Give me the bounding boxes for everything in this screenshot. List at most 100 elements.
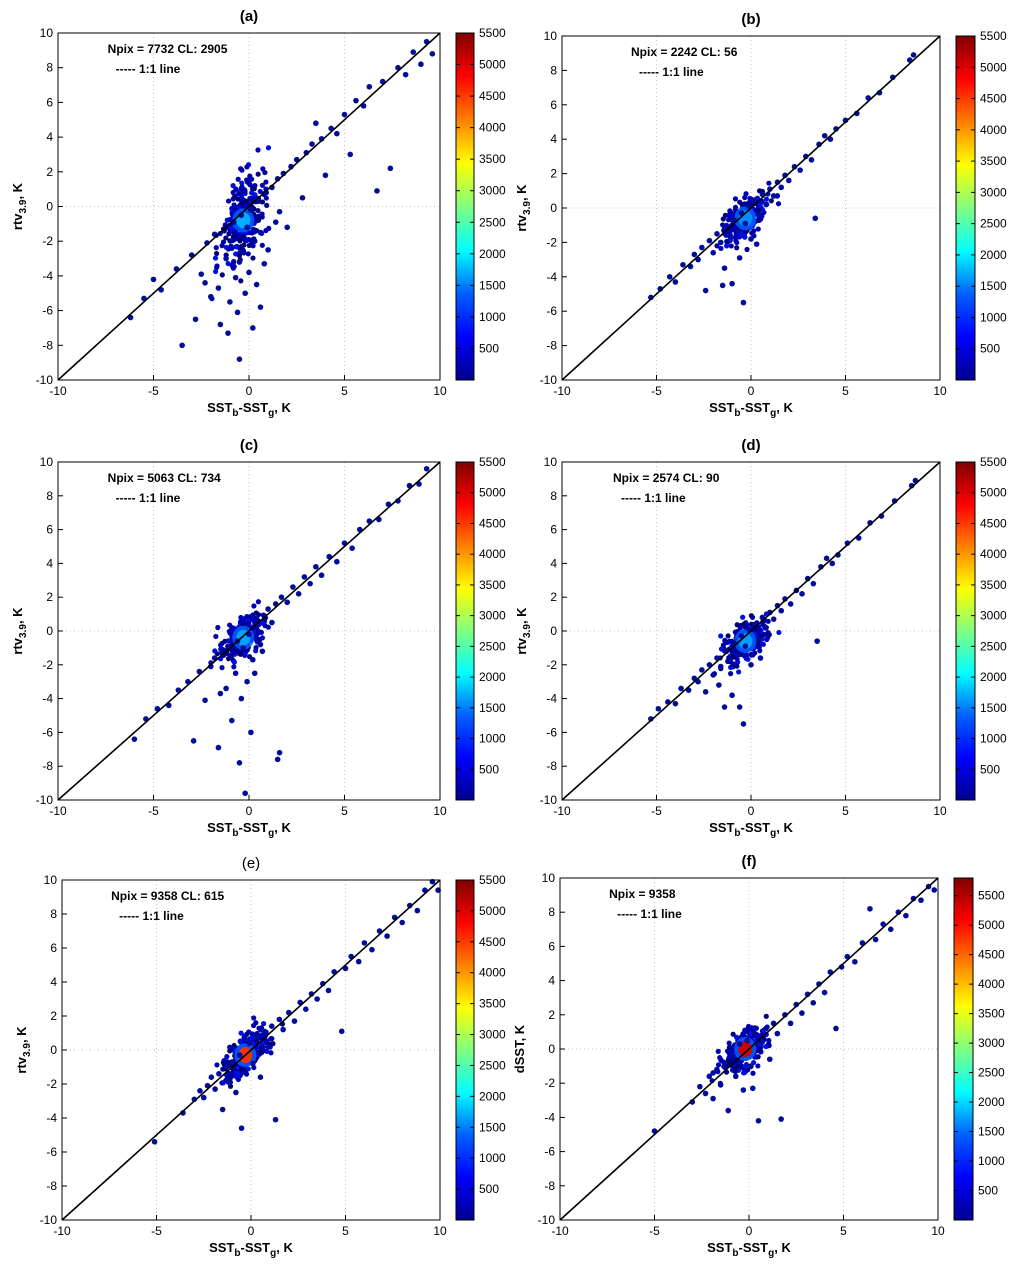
data-point [778,184,785,191]
y-tick-label: 6 [46,95,53,109]
data-point [749,1085,756,1092]
y-tick-label: 10 [40,26,54,40]
data-point [797,167,803,173]
data-point [374,188,380,194]
y-tick-label: 0 [46,624,53,638]
y-axis-label: rtv3.9, K [514,184,533,232]
density-point [244,179,251,185]
data-point [309,141,315,147]
x-tick-label: -5 [148,384,159,398]
y-axis-label-part: rtv [10,213,25,230]
data-point [697,1083,703,1090]
data-point [384,933,390,939]
x-axis-label-part: b [734,828,740,839]
density-point [239,167,245,173]
data-point [710,672,716,678]
density-point [751,228,757,234]
density-point [213,633,219,640]
colorbar-tick-label: 4500 [978,948,1005,962]
panel-title: (e) [242,855,260,872]
density-point [726,1040,732,1046]
panel-f: -10 -5 0 5 10 10 8 6 4 2 0 -2 -4 -6 -8 -10 (f) Npix = 935… [512,853,1005,1259]
data-point [699,244,705,251]
data-point [257,304,264,310]
x-tick-label: 10 [931,1224,945,1238]
density-point [213,250,220,257]
density-point [766,632,772,638]
colorbar-tick-label: 5000 [978,918,1005,932]
colorbar-tick-label: 1000 [980,732,1007,746]
y-tick-label: 6 [46,523,53,537]
density-point [238,1038,244,1044]
data-point [867,905,873,912]
data-point [307,580,313,587]
data-point [823,555,830,562]
data-point [200,1094,207,1101]
density-point [765,618,771,624]
data-point [248,207,254,213]
data-point [295,591,302,597]
data-point [190,738,197,744]
data-point [259,648,266,655]
colorbar-tick-label: 3500 [978,1007,1005,1021]
data-point [314,996,320,1002]
data-point [702,287,709,294]
density-point [715,1048,721,1054]
density-point [215,624,221,631]
x-axis-label-part: -SST [739,1240,769,1255]
colorbar-tick-label: 3000 [479,1028,506,1042]
y-tick-label: 6 [550,523,557,537]
y-tick-label: 6 [50,941,57,955]
reference-line-1to1 [559,877,939,1221]
x-axis-label-part: -SST [239,820,269,835]
density-point [744,246,750,253]
density-point [235,196,241,202]
y-axis-label-part: , K [514,184,529,201]
y-tick-label: -2 [42,234,53,248]
colorbar-tick-label: 500 [980,762,1000,776]
y-tick-label: 4 [46,130,53,144]
density-point [237,233,243,239]
density-point [766,180,772,186]
density-point [259,635,266,641]
y-tick-label: -10 [36,793,54,807]
density-point [238,278,244,284]
colorbar-tick-label: 2000 [479,247,506,261]
density-point [220,239,227,245]
density-point [225,198,232,204]
y-tick-label: -6 [42,304,53,318]
density-point [217,642,224,648]
data-point [717,1082,724,1088]
data-point [787,601,794,607]
colorbar [955,461,976,801]
data-point [229,1059,235,1065]
density-point [726,217,732,223]
density-point [740,614,746,620]
colorbar-tick-label: 4000 [978,977,1005,991]
data-point [729,692,735,699]
data-point [301,574,308,580]
x-axis-label: SSTb-SSTg, K [207,400,291,419]
y-tick-label: -6 [544,1145,555,1159]
density-point [741,1070,747,1076]
density-point [255,147,261,153]
colorbar-tick-label: 5000 [980,486,1007,500]
density-point [720,642,726,648]
density-point [730,661,736,667]
density-point [718,245,724,252]
colorbar-tick-label: 1500 [980,279,1007,293]
data-point [833,1025,839,1032]
density-point [726,212,733,218]
colorbar-tick-label: 4500 [980,92,1007,106]
x-tick-label: 10 [433,1224,447,1238]
y-tick-label: -4 [42,269,53,283]
data-point [322,172,329,179]
data-point [242,290,248,297]
y-axis-label-part: dSST, K [512,1024,527,1073]
density-point [260,1044,266,1050]
density-point [214,1062,220,1068]
data-point [215,744,222,751]
data-point [290,584,296,590]
density-point [718,633,724,639]
data-point [931,887,938,893]
